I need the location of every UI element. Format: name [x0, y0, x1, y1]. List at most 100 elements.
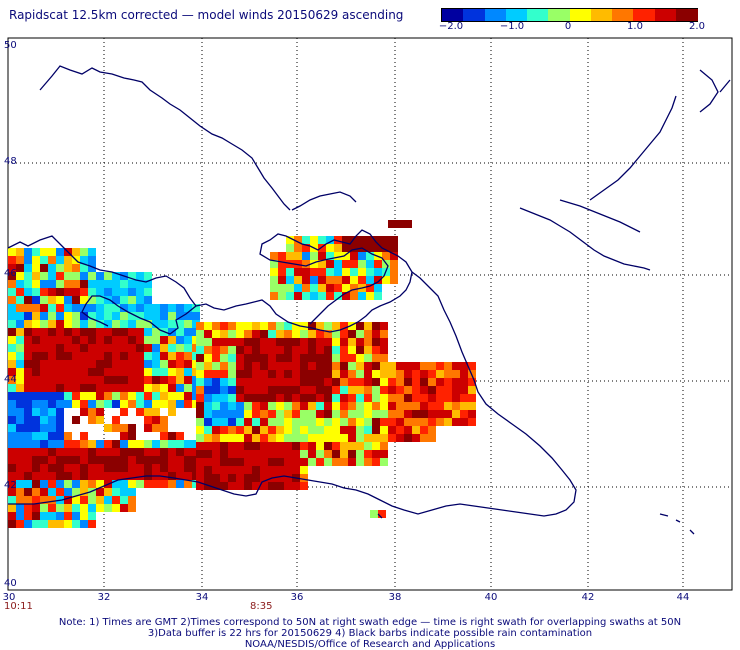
wind-cell	[56, 440, 64, 448]
wind-cell	[252, 362, 260, 370]
wind-cell	[184, 304, 192, 312]
wind-cell	[348, 410, 356, 418]
wind-cell	[8, 520, 16, 528]
wind-cell	[390, 252, 398, 260]
wind-cell	[144, 304, 152, 312]
wind-cell	[104, 464, 112, 472]
wind-cell	[388, 402, 396, 410]
wind-cell	[196, 370, 204, 378]
wind-cell	[236, 322, 244, 330]
wind-cell	[112, 320, 120, 328]
wind-cell	[278, 252, 286, 260]
wind-cell	[88, 392, 96, 400]
wind-cell	[436, 378, 444, 386]
wind-cell	[292, 386, 300, 394]
wind-cell	[32, 280, 40, 288]
wind-cell	[104, 448, 112, 456]
wind-cell	[40, 440, 48, 448]
wind-cell	[184, 440, 192, 448]
wind-cell	[104, 344, 112, 352]
wind-cell	[228, 442, 236, 450]
wind-cell	[260, 474, 268, 482]
wind-cell	[152, 448, 160, 456]
wind-cell	[96, 272, 104, 280]
wind-cell	[168, 400, 176, 408]
wind-cell	[292, 410, 300, 418]
wind-cell	[268, 370, 276, 378]
wind-cell	[326, 284, 334, 292]
wind-cell	[244, 402, 252, 410]
wind-cell	[196, 394, 204, 402]
wind-cell	[260, 458, 268, 466]
wind-cell	[56, 464, 64, 472]
wind-cell	[96, 336, 104, 344]
wind-cell	[420, 410, 428, 418]
wind-cell	[120, 400, 128, 408]
northeast-coast	[589, 69, 731, 201]
wind-cell	[48, 312, 56, 320]
wind-cell	[348, 354, 356, 362]
wind-cell	[380, 370, 388, 378]
colorbar-tick-label: 0	[564, 21, 572, 32]
wind-cell	[168, 480, 176, 488]
wind-cell	[220, 426, 228, 434]
wind-cell	[340, 458, 348, 466]
wind-cell	[380, 458, 388, 466]
wind-cell	[8, 280, 16, 288]
wind-cell	[160, 432, 168, 440]
wind-cell	[428, 434, 436, 442]
wind-cell	[228, 426, 236, 434]
wind-cell	[444, 402, 452, 410]
wind-cell	[324, 418, 332, 426]
wind-cell	[364, 394, 372, 402]
wind-cell	[168, 384, 176, 392]
wind-cell	[40, 520, 48, 528]
wind-cell	[144, 368, 152, 376]
wind-cell	[276, 354, 284, 362]
wind-cell	[80, 456, 88, 464]
wind-cell	[276, 442, 284, 450]
wind-cell	[412, 402, 420, 410]
wind-cell	[24, 520, 32, 528]
wind-cell	[284, 386, 292, 394]
wind-cell	[436, 418, 444, 426]
wind-cell	[268, 322, 276, 330]
wind-cell	[128, 328, 136, 336]
wind-cell	[308, 394, 316, 402]
wind-cell	[136, 296, 144, 304]
wind-cell	[152, 440, 160, 448]
wind-cell	[358, 292, 366, 300]
wind-cell	[358, 268, 366, 276]
wind-cell	[176, 376, 184, 384]
wind-cell	[436, 410, 444, 418]
wind-cell	[284, 338, 292, 346]
wind-cell	[468, 394, 476, 402]
wind-cell	[16, 512, 24, 520]
wind-cell	[160, 416, 168, 424]
wind-cell	[168, 312, 176, 320]
wind-cell	[382, 276, 390, 284]
wind-cell	[104, 488, 112, 496]
wind-cell	[72, 280, 80, 288]
wind-cell	[64, 272, 72, 280]
wind-cell	[80, 320, 88, 328]
longitude-label: 40	[484, 592, 498, 603]
wind-cell	[326, 236, 334, 244]
wind-cell	[152, 320, 160, 328]
wind-cell	[40, 376, 48, 384]
wind-cell	[300, 330, 308, 338]
wind-cell	[220, 402, 228, 410]
wind-cell	[220, 386, 228, 394]
wind-cell	[128, 296, 136, 304]
wind-cell	[136, 288, 144, 296]
wind-cell	[88, 344, 96, 352]
wind-cell	[120, 312, 128, 320]
wind-cell	[80, 264, 88, 272]
wind-cell	[32, 312, 40, 320]
wind-cell	[212, 466, 220, 474]
wind-cell	[88, 496, 96, 504]
wind-cell	[8, 408, 16, 416]
wind-cell	[310, 236, 318, 244]
wind-cell	[56, 304, 64, 312]
wind-cell	[160, 344, 168, 352]
